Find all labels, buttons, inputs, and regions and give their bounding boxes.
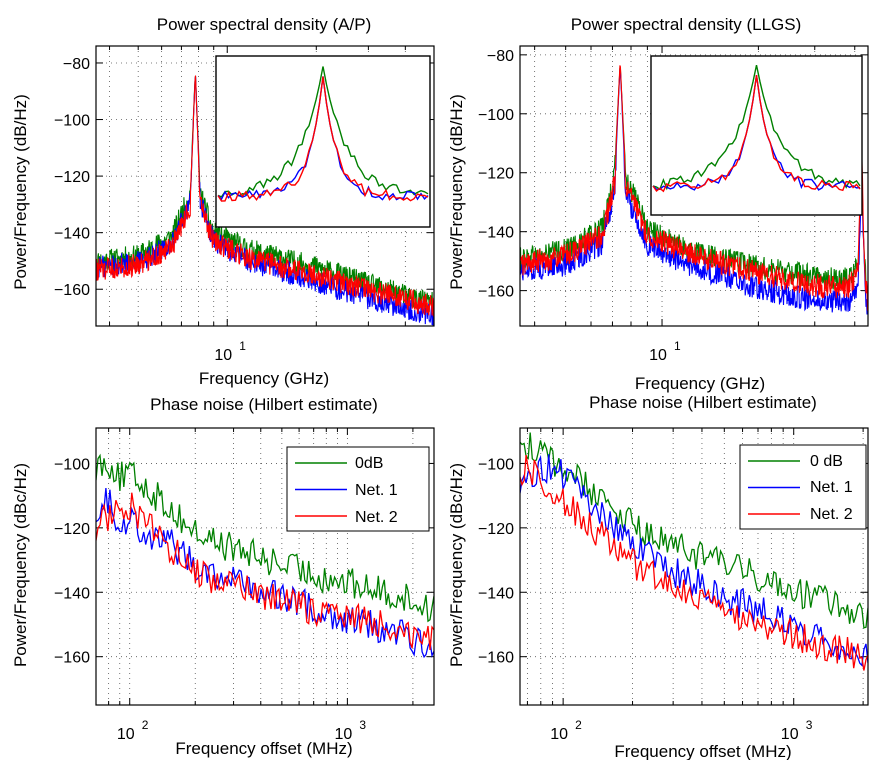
y-axis-label-phase-right: Power/Frequency (dBc/Hz) (447, 463, 466, 667)
legend-label-net1: Net. 1 (355, 482, 398, 499)
y-tick-label: −140 (54, 226, 90, 243)
series-line-red (96, 492, 434, 651)
y-tick-label: −100 (54, 113, 90, 130)
y-tick-label: −100 (478, 107, 514, 124)
axes-frame (95, 45, 435, 327)
y-tick-label: −140 (478, 225, 514, 242)
axes-frame (95, 427, 435, 706)
legend-label-0db-right: 0 dB (810, 453, 843, 470)
x-tick-label: 10 (117, 726, 135, 743)
legend (739, 444, 867, 530)
y-tick-label: −120 (478, 166, 514, 183)
inset-series-red (217, 76, 429, 202)
x-tick-label: 10 (334, 726, 352, 743)
legend-label-net2: Net. 2 (355, 509, 398, 526)
y-tick-label: −120 (54, 521, 90, 538)
y-tick-label: −160 (54, 282, 90, 299)
x-tick-label: 10 (649, 347, 667, 364)
y-tick-label: −80 (63, 56, 90, 73)
x-tick-exponent: 3 (359, 718, 366, 732)
axes-frame (519, 45, 869, 327)
legend-label-net1-right: Net. 1 (810, 479, 853, 496)
legend (286, 446, 430, 532)
inset-series-green (217, 66, 429, 198)
x-tick-label: 10 (214, 347, 232, 364)
y-tick-label: −160 (478, 650, 514, 667)
chart-title-phase-noise-right: Phase noise (Hilbert estimate) (589, 393, 817, 412)
y-tick-label: −160 (54, 650, 90, 667)
chart-panel-0: −80 −100 −120 −140 −160 10 1 (54, 45, 435, 364)
series-line-red (520, 454, 868, 671)
inset-series-red (652, 75, 861, 193)
y-tick-label: −80 (487, 48, 514, 65)
x-tick-exponent: 2 (142, 718, 149, 732)
series-line-green (520, 432, 868, 629)
chart-title-psd-ap: Power spectral density (A/P) (157, 15, 371, 34)
inset-frame (215, 55, 431, 228)
chart-panel-1: −80 −100 −120 −140 −160 10 1 (478, 45, 869, 364)
plot-area (96, 453, 434, 659)
y-axis-label-psd-ap: Power/Frequency (dB/Hz) (11, 94, 30, 290)
chart-title-psd-llgs: Power spectral density (LLGS) (571, 15, 802, 34)
y-tick-label: −100 (54, 456, 90, 473)
x-tick-label: 10 (550, 726, 568, 743)
y-tick-label: −160 (478, 284, 514, 301)
y-tick-label: −100 (478, 456, 514, 473)
y-tick-label: −120 (478, 521, 514, 538)
plot-area (520, 432, 868, 671)
y-axis-label-psd-llgs: Power/Frequency (dB/Hz) (447, 94, 466, 290)
series-line-red (520, 65, 868, 311)
x-axis-label-psd-ap: Frequency (GHz) (199, 369, 329, 388)
chart-panel-3: −100 −120 −140 −160 10 2 10 3 (478, 427, 869, 743)
y-tick-label: −140 (54, 585, 90, 602)
legend-label-0db: 0dB (355, 455, 383, 472)
series-line-green (96, 453, 434, 623)
inset-frame (650, 55, 863, 216)
legend-label-net2-right: Net. 2 (810, 506, 853, 523)
y-axis-label-phase-left: Power/Frequency (dBc/Hz) (11, 463, 30, 667)
x-axis-label-phase-left: Frequency offset (MHz) (175, 739, 352, 758)
x-tick-exponent: 1 (239, 339, 246, 353)
x-tick-exponent: 3 (806, 718, 813, 732)
plot-area (520, 65, 868, 315)
x-tick-exponent: 1 (674, 339, 681, 353)
series-line-red (96, 75, 434, 317)
x-tick-label: 10 (781, 726, 799, 743)
chart-title-phase-noise-left: Phase noise (Hilbert estimate) (150, 395, 378, 414)
x-axis-label-psd-llgs: Frequency (GHz) (635, 374, 765, 393)
axes-frame (519, 427, 869, 706)
y-tick-label: −140 (478, 585, 514, 602)
x-axis-label-phase-right: Frequency offset (MHz) (614, 742, 791, 760)
chart-panel-2: −100 −120 −140 −160 10 2 10 3 (54, 427, 435, 743)
y-tick-label: −120 (54, 169, 90, 186)
plot-area (96, 75, 434, 326)
series-line-blue (520, 454, 868, 667)
x-tick-exponent: 2 (575, 718, 582, 732)
